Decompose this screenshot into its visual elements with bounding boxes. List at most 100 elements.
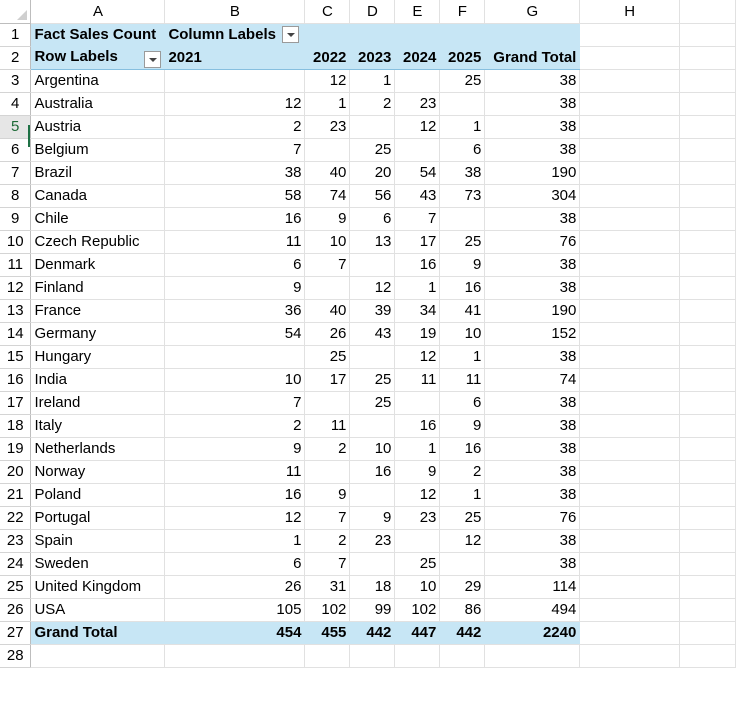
value-cell[interactable]: 9: [304, 483, 351, 507]
value-cell[interactable]: 1: [439, 483, 486, 507]
row-total-cell[interactable]: 38: [484, 437, 581, 461]
value-cell[interactable]: 1: [349, 69, 396, 93]
grand-total-cell[interactable]: 447: [394, 620, 441, 645]
value-cell[interactable]: 11: [304, 414, 351, 438]
value-cell[interactable]: 25: [349, 368, 396, 392]
row-header-27[interactable]: 27: [0, 621, 32, 645]
row-header-12[interactable]: 12: [0, 276, 32, 300]
year-header-2025[interactable]: 2025: [439, 46, 486, 70]
value-cell[interactable]: 16: [439, 437, 486, 461]
value-cell[interactable]: 99: [349, 598, 396, 622]
cell[interactable]: [679, 299, 736, 323]
value-cell[interactable]: 102: [394, 598, 441, 622]
value-cell[interactable]: 10: [349, 437, 396, 461]
value-cell[interactable]: [349, 414, 396, 438]
row-header-24[interactable]: 24: [0, 552, 32, 576]
value-cell[interactable]: 38: [164, 161, 306, 185]
row-header-6[interactable]: 6: [0, 138, 32, 162]
value-cell[interactable]: [394, 391, 441, 415]
grand-total-label[interactable]: Grand Total: [30, 620, 166, 645]
value-cell[interactable]: 16: [164, 207, 306, 231]
row-total-cell[interactable]: 494: [484, 598, 581, 622]
value-cell[interactable]: 12: [394, 345, 441, 369]
value-cell[interactable]: 18: [349, 575, 396, 599]
grand-total-all[interactable]: 2240: [484, 620, 581, 645]
country-cell[interactable]: Australia: [30, 92, 166, 116]
row-header-8[interactable]: 8: [0, 184, 32, 208]
pivot-value-field[interactable]: Fact Sales Count: [30, 23, 166, 47]
cell[interactable]: [679, 644, 736, 668]
grand-total-cell[interactable]: 454: [164, 620, 306, 645]
value-cell[interactable]: 12: [164, 92, 306, 116]
value-cell[interactable]: 17: [304, 368, 351, 392]
cell[interactable]: [679, 506, 736, 530]
cell[interactable]: [579, 460, 681, 484]
cell[interactable]: [679, 598, 736, 622]
value-cell[interactable]: [349, 483, 396, 507]
row-header-10[interactable]: 10: [0, 230, 32, 254]
value-cell[interactable]: 23: [394, 92, 441, 116]
value-cell[interactable]: 2: [164, 414, 306, 438]
value-cell[interactable]: 19: [394, 322, 441, 346]
row-total-cell[interactable]: 74: [484, 368, 581, 392]
row-header-4[interactable]: 4: [0, 92, 32, 116]
value-cell[interactable]: 6: [439, 138, 486, 162]
value-cell[interactable]: 39: [349, 299, 396, 323]
value-cell[interactable]: 26: [164, 575, 306, 599]
row-total-cell[interactable]: 190: [484, 299, 581, 323]
value-cell[interactable]: 2: [349, 92, 396, 116]
value-cell[interactable]: 7: [304, 506, 351, 530]
cell[interactable]: [579, 575, 681, 599]
row-header-14[interactable]: 14: [0, 322, 32, 346]
cell[interactable]: [579, 276, 681, 300]
value-cell[interactable]: 12: [164, 506, 306, 530]
cell[interactable]: [679, 207, 736, 231]
cell[interactable]: [679, 621, 736, 645]
cell[interactable]: [679, 460, 736, 484]
country-cell[interactable]: Norway: [30, 460, 166, 484]
cell[interactable]: [679, 391, 736, 415]
value-cell[interactable]: 6: [164, 552, 306, 576]
row-total-cell[interactable]: 38: [484, 69, 581, 93]
value-cell[interactable]: 9: [394, 460, 441, 484]
cell[interactable]: [679, 368, 736, 392]
cell[interactable]: [304, 644, 351, 668]
value-cell[interactable]: 105: [164, 598, 306, 622]
year-header-2021[interactable]: 2021: [164, 46, 306, 70]
cell[interactable]: [579, 368, 681, 392]
cell[interactable]: [679, 92, 736, 116]
cell[interactable]: [679, 322, 736, 346]
row-header-16[interactable]: 16: [0, 368, 32, 392]
column-header-e[interactable]: E: [394, 0, 441, 24]
cell[interactable]: [579, 69, 681, 93]
cell[interactable]: [349, 23, 396, 47]
row-total-cell[interactable]: 38: [484, 460, 581, 484]
cell[interactable]: [579, 207, 681, 231]
value-cell[interactable]: 25: [394, 552, 441, 576]
row-total-cell[interactable]: 190: [484, 161, 581, 185]
value-cell[interactable]: 86: [439, 598, 486, 622]
value-cell[interactable]: 11: [164, 460, 306, 484]
cell[interactable]: [484, 23, 581, 47]
country-cell[interactable]: Italy: [30, 414, 166, 438]
value-cell[interactable]: 25: [304, 345, 351, 369]
row-header-3[interactable]: 3: [0, 69, 32, 93]
cell[interactable]: [679, 345, 736, 369]
row-header-20[interactable]: 20: [0, 460, 32, 484]
row-header-23[interactable]: 23: [0, 529, 32, 553]
cell[interactable]: [164, 644, 306, 668]
cell[interactable]: [679, 161, 736, 185]
country-cell[interactable]: Sweden: [30, 552, 166, 576]
pivot-row-labels[interactable]: Row Labels: [30, 46, 166, 70]
select-all-corner[interactable]: [0, 0, 32, 24]
value-cell[interactable]: 34: [394, 299, 441, 323]
value-cell[interactable]: 31: [304, 575, 351, 599]
cell[interactable]: [679, 184, 736, 208]
value-cell[interactable]: 25: [439, 69, 486, 93]
cell[interactable]: [679, 69, 736, 93]
value-cell[interactable]: 25: [349, 138, 396, 162]
value-cell[interactable]: 9: [304, 207, 351, 231]
row-total-cell[interactable]: 38: [484, 115, 581, 139]
row-header-9[interactable]: 9: [0, 207, 32, 231]
value-cell[interactable]: 1: [439, 345, 486, 369]
